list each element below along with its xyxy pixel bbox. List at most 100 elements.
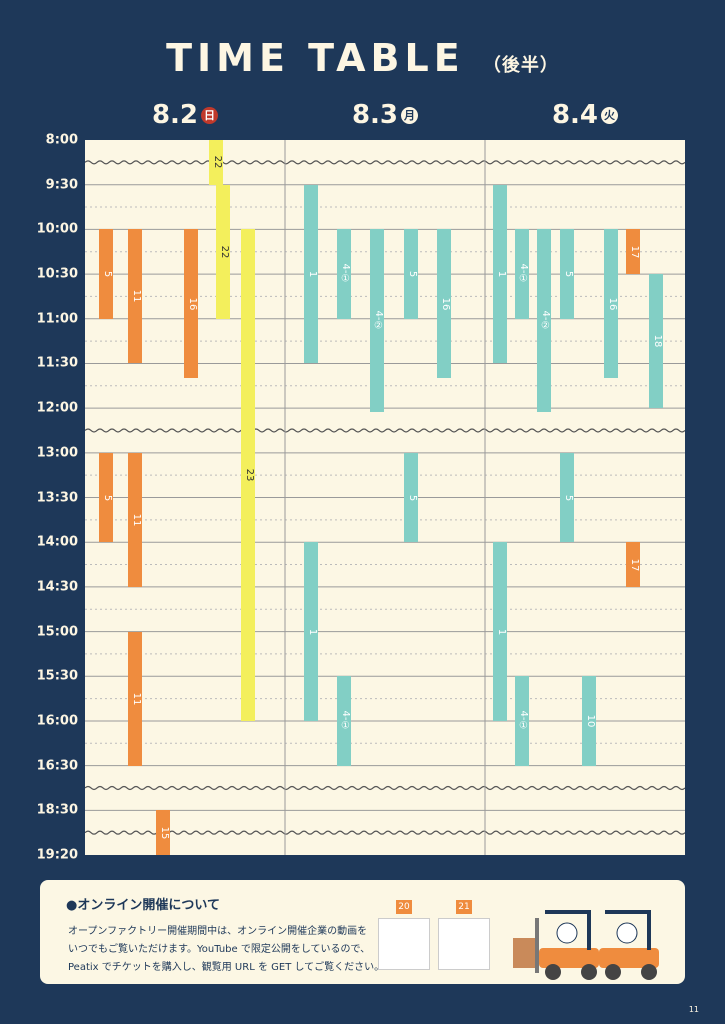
time-label: 18:30 <box>36 802 78 818</box>
info-line: いつでもご覧いただけます。YouTube で限定公開をしているので、 <box>68 944 371 955</box>
event-label: 18 <box>652 334 663 348</box>
time-label: 15:30 <box>36 668 78 684</box>
event-bar: 22 <box>209 140 223 185</box>
event-bar: 10 <box>582 676 596 766</box>
event-label: 4-① <box>340 710 351 732</box>
info-line: オープンファクトリー開催期間中は、オンライン開催企業の動画を <box>68 926 368 937</box>
event-label: 22 <box>219 245 230 259</box>
title-text: TIME TABLE <box>166 36 465 80</box>
event-label: 17 <box>629 558 640 571</box>
event-bar: 22 <box>216 184 230 319</box>
event-label: 16 <box>607 297 618 311</box>
info-title: ●オンライン開催について <box>66 898 220 913</box>
event-bar: 5 <box>560 452 574 543</box>
event-label: 22 <box>212 155 223 169</box>
event-bar: 11 <box>128 452 142 587</box>
event-label: 5 <box>407 494 418 501</box>
event-label: 1 <box>307 628 318 635</box>
time-label: 10:30 <box>36 266 78 282</box>
event-label: 5 <box>563 270 574 278</box>
break-line <box>85 785 685 791</box>
event-bar: 17 <box>626 229 640 275</box>
event-label: 23 <box>244 468 255 482</box>
time-label: 13:30 <box>36 490 78 505</box>
event-bar: 11 <box>128 631 142 766</box>
event-bar: 4-① <box>515 229 529 319</box>
time-label: 16:30 <box>36 758 78 774</box>
event-bar: 16 <box>437 229 451 379</box>
event-label: 4-② <box>540 310 551 332</box>
date: 8.4 <box>551 100 599 130</box>
event-bar: 5 <box>404 229 418 319</box>
event-bar: 4-① <box>515 676 529 766</box>
event-bar: 5 <box>99 452 113 543</box>
event-bar: 5 <box>99 229 113 319</box>
event-bar: 1 <box>493 542 507 721</box>
event-bar: 4-② <box>537 229 551 412</box>
event-label: 10 <box>585 714 596 728</box>
time-label: 10:00 <box>36 221 78 237</box>
time-label: 11:30 <box>36 355 78 371</box>
event-label: 1 <box>496 628 507 635</box>
event-label: 16 <box>187 297 198 311</box>
date-header: 8.4 火 <box>485 100 685 130</box>
event-label: 15 <box>159 826 170 840</box>
break-line <box>85 428 685 433</box>
event-bar: 4-① <box>337 676 351 766</box>
time-label: 16:00 <box>36 713 78 729</box>
break-line <box>85 160 685 165</box>
info-line: Peatix でチケットを購入し、観覧用 URL を GET してご覧ください。 <box>68 962 385 973</box>
qr-code <box>438 918 490 970</box>
weekday: 月 <box>401 107 419 124</box>
date-header: 8.2 日 <box>85 100 285 130</box>
event-bar: 16 <box>604 229 618 379</box>
event-label: 5 <box>102 494 113 501</box>
qr-code <box>378 918 430 970</box>
qr-number: 20 <box>396 900 412 914</box>
event-bar: 18 <box>649 274 663 409</box>
event-label: 5 <box>102 270 113 278</box>
event-bar: 5 <box>560 229 574 319</box>
event-label: 1 <box>496 270 507 278</box>
event-label: 4-② <box>373 310 384 332</box>
page-number: 11 <box>688 1005 699 1014</box>
time-label: 15:00 <box>36 624 78 640</box>
event-label: 4-① <box>340 263 351 285</box>
event-bar: 11 <box>128 229 142 364</box>
date-header: 8.3 月 <box>285 100 485 130</box>
weekday: 日 <box>201 107 219 124</box>
weekday: 火 <box>601 107 619 124</box>
time-label: 19:20 <box>36 847 78 863</box>
event-label: 5 <box>563 494 574 501</box>
event-bar: 5 <box>404 452 418 543</box>
date: 8.2 <box>151 100 199 130</box>
event-label: 11 <box>131 290 142 303</box>
date: 8.3 <box>351 100 399 130</box>
event-label: 1 <box>307 270 318 278</box>
time-label: 13:00 <box>36 445 78 461</box>
event-label: 11 <box>131 692 142 705</box>
event-label: 16 <box>440 297 451 311</box>
event-bar: 1 <box>304 184 318 364</box>
subtitle: （後半） <box>482 55 559 76</box>
timetable-grid: 5 11 16 22 22 23 5 11 11 15 1 4-① 4-② 5 16 5 1 4-① 1 4-① 4-②… <box>85 140 685 855</box>
event-label: 4-① <box>518 263 529 285</box>
event-bar: 15 <box>156 810 170 855</box>
time-label: 8:00 <box>45 132 78 148</box>
event-bar: 23 <box>241 229 255 721</box>
event-bar: 1 <box>304 542 318 721</box>
event-bar: 1 <box>493 184 507 364</box>
event-label: 17 <box>629 245 640 259</box>
break-line <box>85 830 685 835</box>
forklift-illustration <box>513 910 659 980</box>
event-bar: 4-② <box>370 229 384 412</box>
qr-number: 21 <box>456 900 472 914</box>
time-label: 14:30 <box>36 579 78 595</box>
time-label: 12:00 <box>36 400 78 416</box>
event-label: 4-① <box>518 710 529 732</box>
event-bar: 17 <box>626 542 640 587</box>
event-label: 11 <box>131 513 142 527</box>
event-bar: 16 <box>184 229 198 379</box>
time-label: 14:00 <box>36 534 78 550</box>
